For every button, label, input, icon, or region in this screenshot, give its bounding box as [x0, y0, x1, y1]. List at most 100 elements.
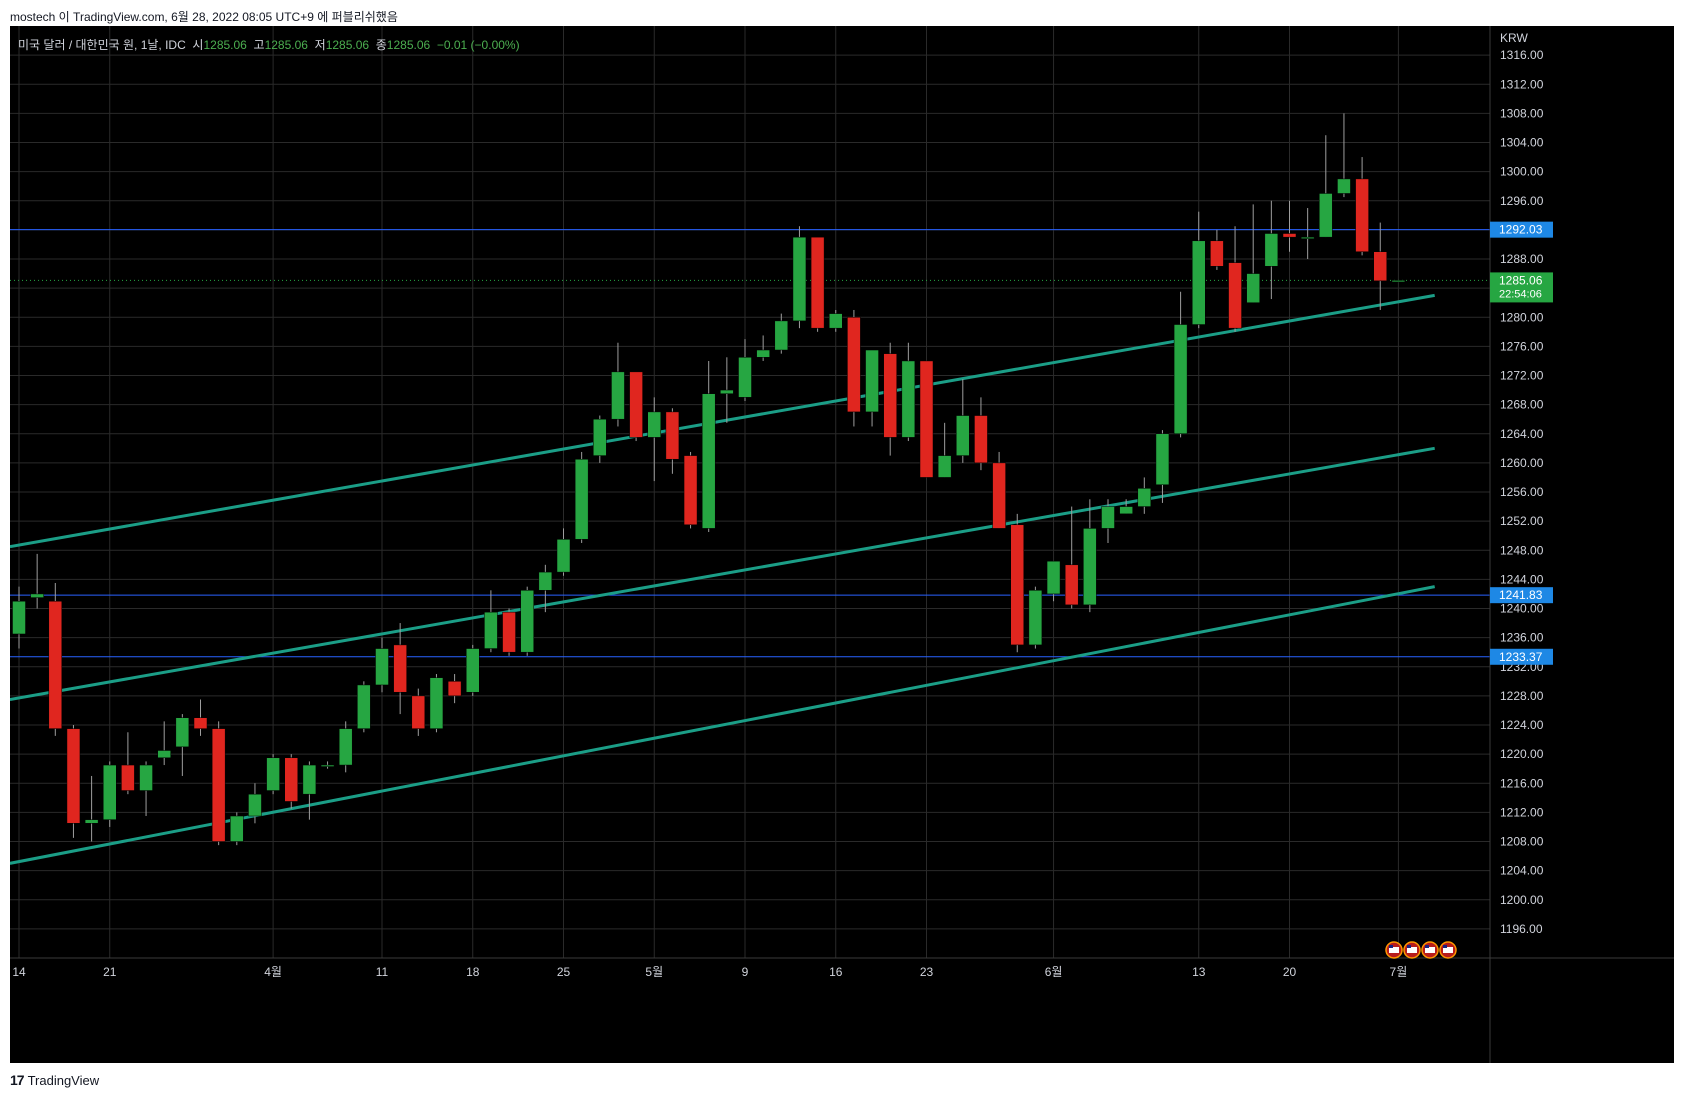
candle-body [701, 393, 716, 529]
price-tick-label: 1300.00 [1500, 165, 1544, 179]
candle-body [956, 415, 970, 456]
chart-panel[interactable]: 1196.00 1200.00 1204.00 1208.00 1212.00 1216.… [10, 26, 1674, 1063]
candle-body [157, 750, 171, 759]
candle [810, 236, 825, 332]
candle-body [466, 648, 480, 693]
candle [1210, 229, 1224, 270]
time-tick-label: 5월 [645, 965, 663, 979]
candle [720, 357, 734, 423]
candle [883, 342, 897, 456]
tradingview-logo: 17 [10, 1072, 25, 1088]
bar-countdown-label: 22:54:06 [1499, 288, 1542, 300]
candle-body [1064, 564, 1079, 606]
candle [1300, 208, 1315, 259]
candle-body [1246, 273, 1260, 303]
time-tick-label: 16 [829, 965, 843, 979]
price-tick-label: 1316.00 [1500, 48, 1544, 62]
open-label: 시 [192, 38, 204, 52]
candle [829, 309, 843, 332]
candle [139, 761, 153, 817]
candle [84, 775, 99, 842]
candle [1064, 506, 1079, 609]
candle-body [1101, 506, 1115, 529]
candle-body [411, 695, 426, 729]
candle-body [12, 600, 26, 635]
candle-body [647, 411, 661, 438]
candle [320, 761, 335, 769]
flag-canton [1389, 945, 1393, 948]
candle-body [847, 317, 861, 413]
candle [230, 812, 244, 846]
candle-body [1300, 236, 1315, 239]
candle-body [284, 757, 298, 802]
candle [937, 422, 952, 478]
candle [701, 360, 716, 533]
candle [538, 564, 553, 613]
candle-body [883, 353, 897, 438]
symbol-legend: 미국 달러 / 대한민국 원, 1날, IDC 시1285.06 고1285.0… [18, 36, 520, 53]
candle [302, 761, 317, 820]
candle [375, 637, 389, 693]
channel-trend-line [10, 446, 1435, 701]
flag-canton [1407, 945, 1411, 948]
flag-stripes [1443, 947, 1453, 953]
candle-body [447, 681, 462, 697]
currency-label: KRW [1500, 31, 1528, 45]
candle-body [48, 600, 63, 729]
time-tick-label: 23 [920, 965, 934, 979]
flag-stripes [1407, 947, 1417, 953]
candle-body [1355, 178, 1369, 252]
candle-body [1155, 433, 1170, 485]
candle-body [1010, 524, 1024, 646]
candle [1228, 226, 1242, 332]
candle-body [611, 371, 625, 420]
candle-body [357, 684, 371, 729]
price-tick-label: 1296.00 [1500, 194, 1544, 208]
candle-body [829, 313, 843, 329]
candle [211, 721, 226, 846]
us-flag-event-icon [1421, 941, 1439, 959]
level-price-label: 1233.37 [1499, 650, 1543, 664]
time-tick-label: 11 [376, 965, 389, 979]
candle-body [1028, 590, 1043, 646]
candle-body [393, 644, 407, 693]
candle [647, 397, 661, 482]
candlestick-chart[interactable]: 1196.00 1200.00 1204.00 1208.00 1212.00 1216.… [10, 26, 1674, 1063]
candle [266, 754, 280, 795]
candle-body [974, 415, 988, 464]
candle [1119, 499, 1133, 515]
candle-body [901, 360, 916, 438]
price-tick-label: 1224.00 [1500, 718, 1544, 732]
candle-body [810, 236, 825, 329]
candle [1246, 204, 1260, 303]
level-price-label: 1241.83 [1499, 588, 1543, 602]
axes: 1196.00 1200.00 1204.00 1208.00 1212.00 1216.… [10, 26, 1674, 1063]
candle-body [865, 349, 879, 413]
candle-body [1210, 240, 1224, 267]
candle [992, 451, 1006, 529]
channel-lines [10, 293, 1435, 865]
candle-body [665, 411, 680, 460]
candle-body [756, 349, 770, 358]
candle [193, 699, 208, 736]
candle [1046, 560, 1061, 602]
candle [1391, 280, 1406, 283]
price-tick-label: 1260.00 [1500, 456, 1544, 470]
candle [1264, 200, 1279, 300]
flag-stripes [1425, 947, 1435, 953]
candle-body [139, 764, 153, 791]
price-tick-label: 1220.00 [1500, 747, 1544, 761]
candle-body [1192, 240, 1206, 325]
candle-body [429, 677, 444, 729]
candle [48, 583, 63, 736]
candle-body [1137, 488, 1152, 507]
tradingview-footer[interactable]: 17 TradingView [10, 1072, 99, 1088]
candle-body [302, 764, 317, 795]
candle [284, 754, 298, 809]
candle-body [248, 793, 262, 817]
candle-body [1228, 262, 1242, 329]
candle [1137, 477, 1152, 514]
candle [502, 608, 516, 656]
channel-trend-line [10, 293, 1435, 549]
candle [429, 674, 444, 733]
